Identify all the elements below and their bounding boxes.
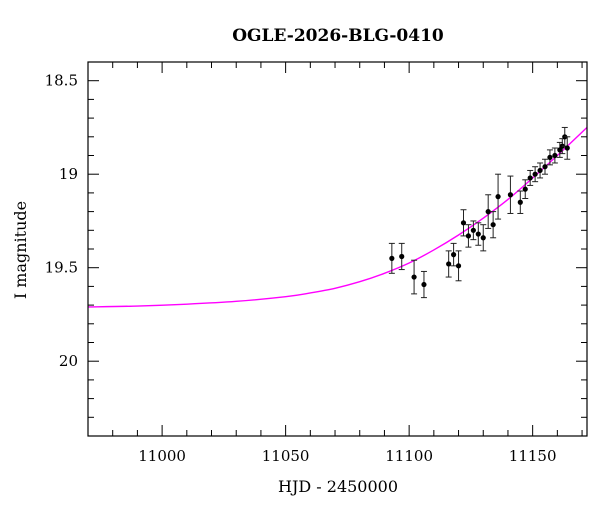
data-point	[507, 175, 514, 214]
model-curve	[88, 126, 587, 308]
model-curve-layer	[88, 126, 587, 308]
data-marker	[446, 261, 452, 267]
data-points-layer	[388, 126, 571, 299]
data-point	[465, 224, 472, 248]
data-marker	[532, 171, 538, 177]
data-marker	[485, 209, 491, 215]
data-marker	[460, 220, 467, 226]
chart-title: OGLE-2026-BLG-0410	[232, 26, 444, 46]
data-point	[527, 169, 534, 186]
data-point	[475, 222, 482, 246]
data-marker	[495, 194, 501, 200]
data-marker	[470, 227, 476, 233]
data-point	[398, 242, 405, 271]
data-point	[480, 224, 487, 252]
y-tick-label: 20	[59, 352, 78, 370]
data-marker	[557, 147, 563, 153]
y-axis-label: I magnitude	[11, 201, 30, 299]
data-point	[564, 136, 571, 160]
data-point	[445, 250, 452, 278]
data-point	[411, 259, 418, 295]
data-marker	[451, 252, 457, 258]
data-point	[455, 250, 462, 282]
data-marker	[421, 281, 427, 288]
tick-labels-layer: 11000 11050 11100 11150 18.5 19 19.5 20	[45, 72, 557, 465]
data-point	[460, 209, 467, 237]
data-marker	[490, 222, 496, 228]
data-point	[532, 166, 539, 183]
data-point	[470, 220, 477, 241]
data-point	[551, 147, 558, 164]
data-marker	[552, 152, 558, 159]
data-marker	[517, 199, 523, 205]
data-marker	[411, 274, 417, 280]
x-tick-label: 11000	[138, 447, 186, 465]
data-point	[546, 149, 553, 166]
data-point	[450, 242, 457, 267]
data-point	[490, 211, 497, 239]
y-tick-label: 19	[59, 165, 78, 183]
data-point	[495, 173, 502, 220]
data-marker	[537, 167, 543, 174]
data-point	[517, 190, 524, 214]
data-marker	[542, 164, 548, 170]
data-point	[420, 270, 427, 299]
data-marker	[564, 145, 570, 151]
data-marker	[480, 235, 486, 241]
x-axis-label: HJD - 2450000	[278, 477, 398, 496]
data-marker	[522, 186, 528, 192]
axis-ticks-layer	[87, 61, 587, 437]
data-marker	[465, 233, 472, 239]
y-tick-label: 19.5	[45, 259, 78, 277]
data-point	[556, 141, 563, 158]
x-tick-label: 11050	[262, 447, 310, 465]
y-tick-label: 18.5	[45, 72, 78, 90]
x-tick-label: 11100	[385, 447, 433, 465]
plot-frame	[87, 61, 588, 437]
data-point	[537, 162, 544, 179]
data-marker	[547, 154, 553, 160]
data-marker	[389, 255, 395, 261]
data-point	[388, 242, 395, 274]
data-point	[522, 179, 529, 200]
data-marker	[507, 192, 514, 198]
data-marker	[399, 253, 405, 260]
data-marker	[455, 263, 462, 269]
x-tick-label: 11150	[509, 447, 557, 465]
data-point	[542, 158, 549, 175]
data-marker	[527, 175, 533, 181]
data-point	[485, 194, 492, 229]
data-marker	[475, 231, 481, 237]
